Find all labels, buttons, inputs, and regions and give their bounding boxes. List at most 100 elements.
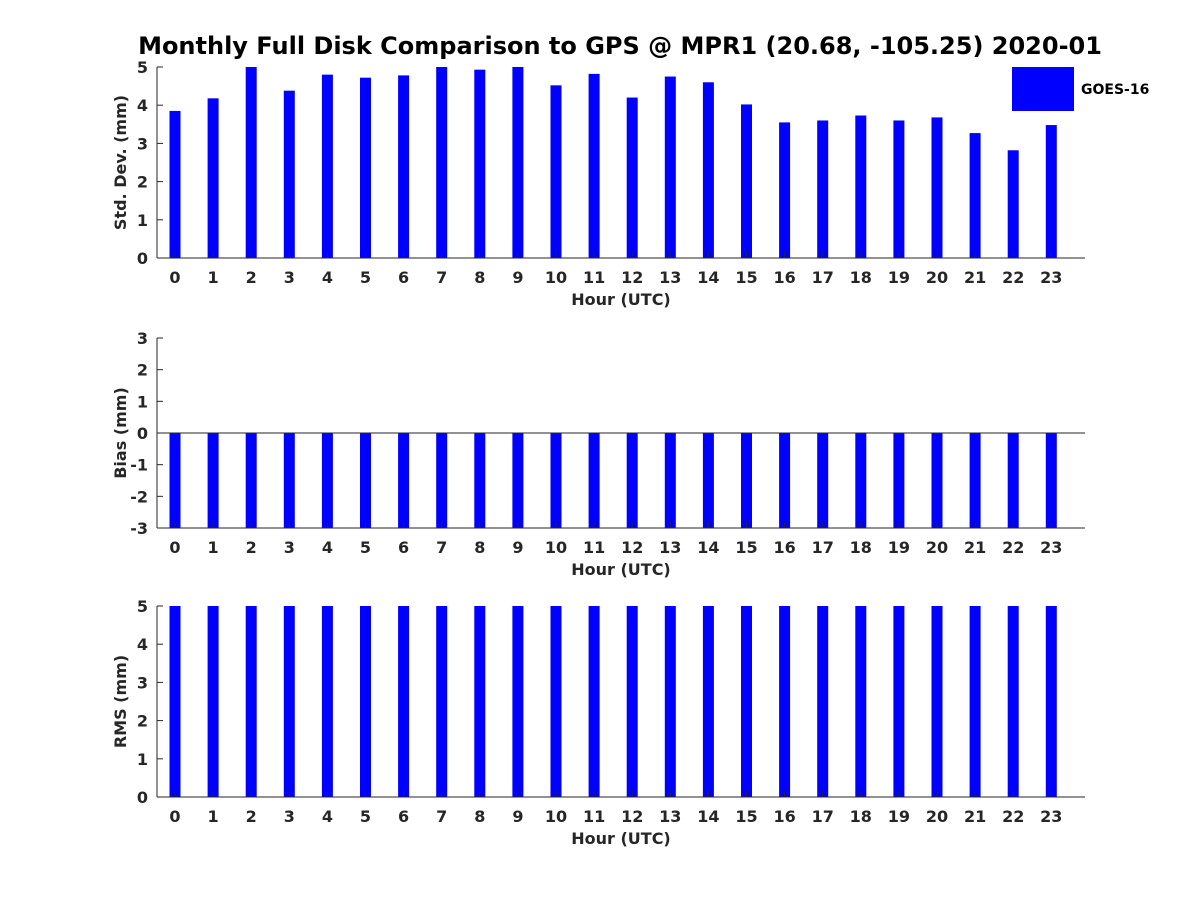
rms-y-tick-label: 4: [137, 635, 148, 654]
std-dev-x-tick-label: 21: [964, 268, 986, 287]
std-dev-x-tick-label: 2: [246, 268, 257, 287]
bias-x-tick-label: 0: [169, 538, 180, 557]
std-dev-bar: [741, 104, 752, 258]
rms-bar: [626, 606, 638, 797]
std-dev-x-tick-label: 22: [1002, 268, 1024, 287]
rms-bar: [664, 606, 676, 797]
std-dev-bar: [436, 67, 448, 258]
rms-x-tick-label: 12: [621, 807, 643, 826]
std-dev-x-tick-label: 11: [583, 268, 605, 287]
rms-bar: [969, 606, 981, 797]
std-dev-bar: [283, 90, 295, 259]
std-dev-x-tick-label: 17: [812, 268, 834, 287]
rms-x-tick-label: 0: [169, 807, 180, 826]
rms-bar: [855, 606, 867, 797]
rms-bar: [1007, 606, 1019, 797]
bias-x-tick-label: 20: [926, 538, 948, 557]
rms-bar: [893, 606, 905, 797]
std-dev-bar: [969, 133, 981, 258]
rms-bar: [779, 606, 791, 797]
std-dev-x-tick-label: 0: [169, 268, 180, 287]
bias-y-axis-label: Bias (mm): [111, 387, 130, 479]
bias-y-tick-label: -2: [130, 487, 148, 506]
bias-bar: [779, 433, 791, 528]
rms-bar: [360, 606, 371, 797]
rms-bar: [245, 606, 257, 797]
bias-y-tick-label: 1: [137, 392, 148, 411]
rms-bar: [588, 606, 600, 797]
std-dev-x-tick-label: 15: [735, 268, 757, 287]
bias-bar: [1045, 433, 1057, 528]
std-dev-x-tick-label: 6: [398, 268, 409, 287]
rms-x-tick-label: 17: [812, 807, 834, 826]
bias-x-tick-label: 5: [360, 538, 371, 557]
rms-bar: [512, 606, 524, 797]
bias-bar: [588, 433, 600, 528]
rms-bar: [702, 606, 714, 797]
std-dev-x-axis-label: Hour (UTC): [571, 290, 671, 309]
std-dev-bar: [360, 77, 371, 258]
std-dev-bar: [321, 74, 333, 258]
bias-y-tick-label: 2: [137, 361, 148, 380]
rms-bar: [321, 606, 333, 797]
std-dev-bar: [512, 67, 524, 258]
legend: GOES-16: [1012, 67, 1149, 111]
bias-x-tick-label: 23: [1040, 538, 1062, 557]
legend-label: GOES-16: [1081, 82, 1149, 98]
bias-bar: [169, 433, 181, 528]
rms-x-tick-label: 6: [398, 807, 409, 826]
bias-bar: [741, 433, 752, 528]
rms-bar: [474, 606, 486, 797]
rms-bar: [931, 606, 943, 797]
rms-x-tick-label: 21: [964, 807, 986, 826]
std-dev-x-tick-label: 13: [659, 268, 681, 287]
rms-bar: [550, 606, 562, 797]
rms-x-tick-label: 5: [360, 807, 371, 826]
rms-x-tick-label: 22: [1002, 807, 1024, 826]
std-dev-y-tick-label: 5: [137, 58, 148, 77]
bias-x-tick-label: 4: [322, 538, 333, 557]
std-dev-x-tick-label: 9: [512, 268, 523, 287]
std-dev-x-tick-label: 18: [850, 268, 872, 287]
std-dev-y-tick-label: 3: [137, 134, 148, 153]
std-dev-x-tick-label: 4: [322, 268, 333, 287]
std-dev-y-tick-label: 2: [137, 173, 148, 192]
bias-y-tick-label: 0: [137, 424, 148, 443]
bias-bar: [664, 433, 676, 528]
rms-y-tick-label: 0: [137, 788, 148, 807]
rms-bar: [436, 606, 448, 797]
bias-bar: [893, 433, 905, 528]
rms-x-tick-label: 4: [322, 807, 333, 826]
std-dev-bar: [169, 110, 181, 259]
bias-bar: [283, 433, 295, 528]
std-dev-y-tick-label: 0: [137, 249, 148, 268]
rms-bar: [169, 606, 181, 797]
std-dev-x-tick-label: 7: [436, 268, 447, 287]
rms-x-tick-label: 8: [474, 807, 485, 826]
std-dev-y-tick-label: 4: [137, 96, 148, 115]
bias-y-tick-label: 3: [137, 329, 148, 348]
std-dev-x-tick-label: 5: [360, 268, 371, 287]
std-dev-x-tick-label: 19: [888, 268, 910, 287]
rms-x-tick-label: 1: [208, 807, 219, 826]
bias-x-tick-label: 18: [850, 538, 872, 557]
bias-x-tick-label: 12: [621, 538, 643, 557]
bias-x-tick-label: 15: [735, 538, 757, 557]
std-dev-bar: [245, 67, 257, 258]
rms-x-tick-label: 18: [850, 807, 872, 826]
rms-bar: [207, 606, 219, 797]
legend-swatch: [1012, 67, 1074, 111]
bias-x-tick-label: 10: [545, 538, 567, 557]
std-dev-bar: [550, 85, 562, 258]
bias-bar: [817, 433, 829, 528]
bias-x-tick-label: 8: [474, 538, 485, 557]
rms-x-tick-label: 16: [773, 807, 795, 826]
std-dev-x-tick-label: 14: [697, 268, 719, 287]
bias-x-tick-label: 13: [659, 538, 681, 557]
std-dev-bar: [207, 98, 219, 258]
bias-x-tick-label: 9: [512, 538, 523, 557]
